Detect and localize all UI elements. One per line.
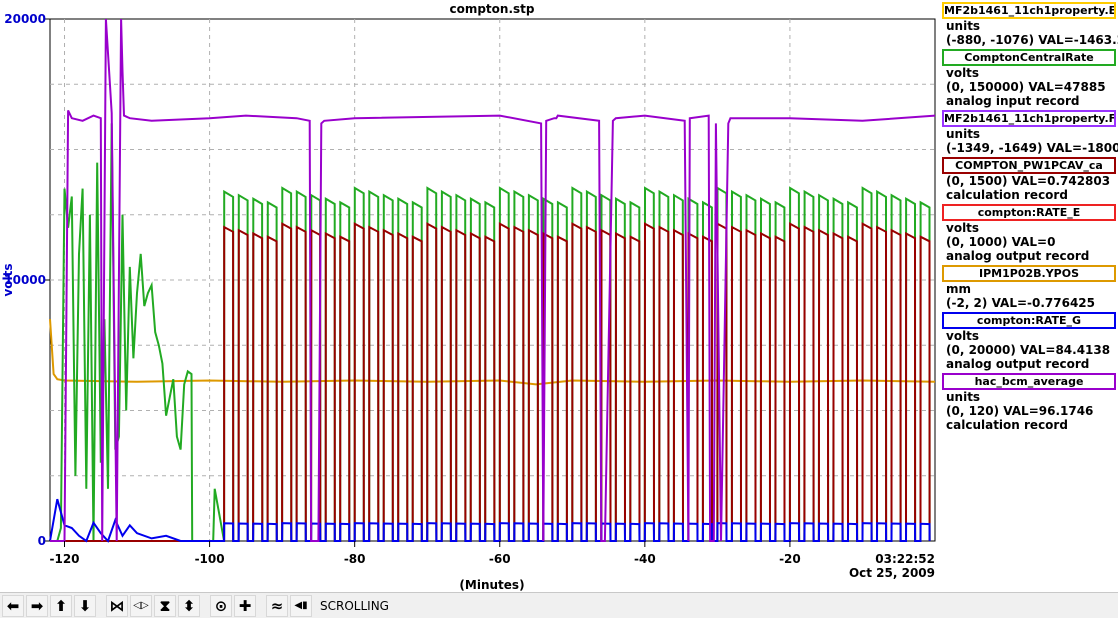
- zoom-out-x-button[interactable]: ◁▷: [130, 594, 152, 617]
- legend-detail-line: units: [946, 19, 981, 33]
- date-label: Oct 25, 2009: [849, 566, 935, 580]
- zoom-out-y-button[interactable]: ⬍: [178, 594, 200, 617]
- x-tick-label: -60: [489, 552, 511, 566]
- chart[interactable]: -120 -100 -80 -60 -40 -20 0 10000 20000 compton…: [0, 0, 938, 592]
- legend-detail-line: (0, 20000) VAL=84.4138: [946, 343, 1111, 357]
- chart-title: compton.stp: [449, 2, 534, 16]
- arrow-left-button[interactable]: ⬅: [2, 594, 24, 617]
- legend-detail-line: (0, 120) VAL=96.1746: [946, 404, 1094, 418]
- arrow-right-icon: ➡: [30, 596, 44, 615]
- legend-name-box[interactable]: hac_bcm_average: [942, 373, 1116, 390]
- x-tick-label: -120: [49, 552, 79, 566]
- legend-detail-line: calculation record: [946, 418, 1068, 432]
- legend-detail-line: (0, 1000) VAL=0: [946, 235, 1056, 249]
- legend-detail-line: (-880, -1076) VAL=-1463.2: [946, 33, 1118, 47]
- legend-detail-line: (-1349, -1649) VAL=-1800.6: [946, 141, 1118, 155]
- legend-detail-line: analog output record: [946, 357, 1090, 371]
- y-tick-label: 20000: [4, 12, 46, 26]
- x-axis-label: (Minutes): [459, 578, 524, 592]
- arrow-left-icon: ⬅: [6, 596, 20, 615]
- autoscale-button[interactable]: ≈: [266, 594, 288, 617]
- legend-name-box[interactable]: compton:RATE_G: [942, 312, 1116, 329]
- legend-detail-line: analog output record: [946, 249, 1090, 263]
- series-group: [49, 18, 936, 543]
- legend-name-box[interactable]: compton:RATE_E: [942, 204, 1116, 221]
- zoom-in-x-button[interactable]: ⋈: [106, 594, 128, 617]
- arrow-down-icon: ⬇: [78, 596, 92, 615]
- y-axis-ticks: 0 10000 20000: [4, 12, 50, 548]
- y-tick-label: 10000: [4, 273, 46, 287]
- arrow-down-button[interactable]: ⬇: [74, 594, 96, 617]
- y-axis-label: volts: [1, 263, 15, 296]
- toolbar-buttons: ⬅ ➡ ⬆ ⬇ ⋈ ◁▷ ⧗ ⬍ ⊙ ✚ ≈ ◀▮: [0, 594, 312, 617]
- legend-detail-line: (0, 150000) VAL=47885: [946, 80, 1106, 94]
- series-line-hac_bcm_average: [50, 18, 936, 542]
- legend-detail-line: analog input record: [946, 94, 1080, 108]
- scroll-mode-button[interactable]: ◀▮: [290, 594, 312, 617]
- x-tick-label: -20: [779, 552, 801, 566]
- zoom-in-y-button[interactable]: ⧗: [154, 594, 176, 617]
- legend-entry[interactable]: IPM1P02B.YPOS mm (-2, 2) VAL=-0.776425: [940, 265, 1118, 310]
- series-line-COMPTON_PW1PCAV_ca: [50, 222, 931, 542]
- legend-detail-line: volts: [946, 329, 980, 343]
- legend-detail-line: (0, 1500) VAL=0.742803: [946, 174, 1111, 188]
- legend-entry[interactable]: COMPTON_PW1PCAV_ca (0, 1500) VAL=0.742803…: [940, 157, 1118, 202]
- autoscale-icon: ≈: [270, 596, 284, 615]
- arrow-up-icon: ⬆: [54, 596, 68, 615]
- mode-label: SCROLLING: [320, 598, 389, 613]
- legend-entry[interactable]: compton:RATE_G volts (0, 20000) VAL=84.413…: [940, 312, 1118, 371]
- legend-detail-line: calculation record: [946, 188, 1068, 202]
- legend-name-box[interactable]: ComptonCentralRate: [942, 49, 1116, 66]
- legend-entry[interactable]: MF2b1461_11ch1property.F units (-1349, -16…: [940, 110, 1118, 155]
- legend-detail-line: mm: [946, 282, 972, 296]
- add-icon: ✚: [238, 596, 252, 615]
- add-button[interactable]: ✚: [234, 594, 256, 617]
- timestamp-label: 03:22:52: [875, 552, 935, 566]
- zoom-in-y-icon: ⧗: [159, 596, 171, 615]
- zoom-out-y-icon: ⬍: [182, 596, 196, 615]
- legend-name-box[interactable]: IPM1P02B.YPOS: [942, 265, 1116, 282]
- legend-entry[interactable]: ComptonCentralRate volts (0, 150000) VAL=4…: [940, 49, 1118, 108]
- zoom-out-x-icon: ◁▷: [133, 600, 149, 611]
- legend-detail-line: (-2, 2) VAL=-0.776425: [946, 296, 1096, 310]
- record-button[interactable]: ⊙: [210, 594, 232, 617]
- arrow-right-button[interactable]: ➡: [26, 594, 48, 617]
- legend: MF2b1461_11ch1property.E units (-880, -107…: [940, 0, 1118, 432]
- scroll-mode-icon: ◀▮: [294, 600, 308, 611]
- x-tick-label: -100: [195, 552, 225, 566]
- arrow-up-button[interactable]: ⬆: [50, 594, 72, 617]
- legend-name-box[interactable]: COMPTON_PW1PCAV_ca: [942, 157, 1116, 174]
- legend-name-box[interactable]: MF2b1461_11ch1property.F: [942, 110, 1116, 127]
- toolbar: ⬅ ➡ ⬆ ⬇ ⋈ ◁▷ ⧗ ⬍ ⊙ ✚ ≈ ◀▮ SCROLLING: [0, 592, 1118, 618]
- x-tick-label: -40: [634, 552, 656, 566]
- legend-detail-line: volts: [946, 221, 980, 235]
- legend-entry[interactable]: MF2b1461_11ch1property.E units (-880, -107…: [940, 2, 1118, 47]
- legend-entry[interactable]: hac_bcm_average units (0, 120) VAL=96.1746…: [940, 373, 1118, 432]
- record-icon: ⊙: [214, 596, 228, 615]
- legend-detail-line: volts: [946, 66, 980, 80]
- legend-name-box[interactable]: MF2b1461_11ch1property.E: [942, 2, 1116, 19]
- zoom-in-x-icon: ⋈: [109, 596, 125, 615]
- legend-entry[interactable]: compton:RATE_E volts (0, 1000) VAL=0 analog…: [940, 204, 1118, 263]
- y-tick-label: 0: [38, 534, 46, 548]
- legend-detail-line: units: [946, 390, 981, 404]
- x-tick-label: -80: [344, 552, 366, 566]
- legend-detail-line: units: [946, 127, 981, 141]
- x-axis-ticks: -120 -100 -80 -60 -40 -20: [49, 541, 801, 566]
